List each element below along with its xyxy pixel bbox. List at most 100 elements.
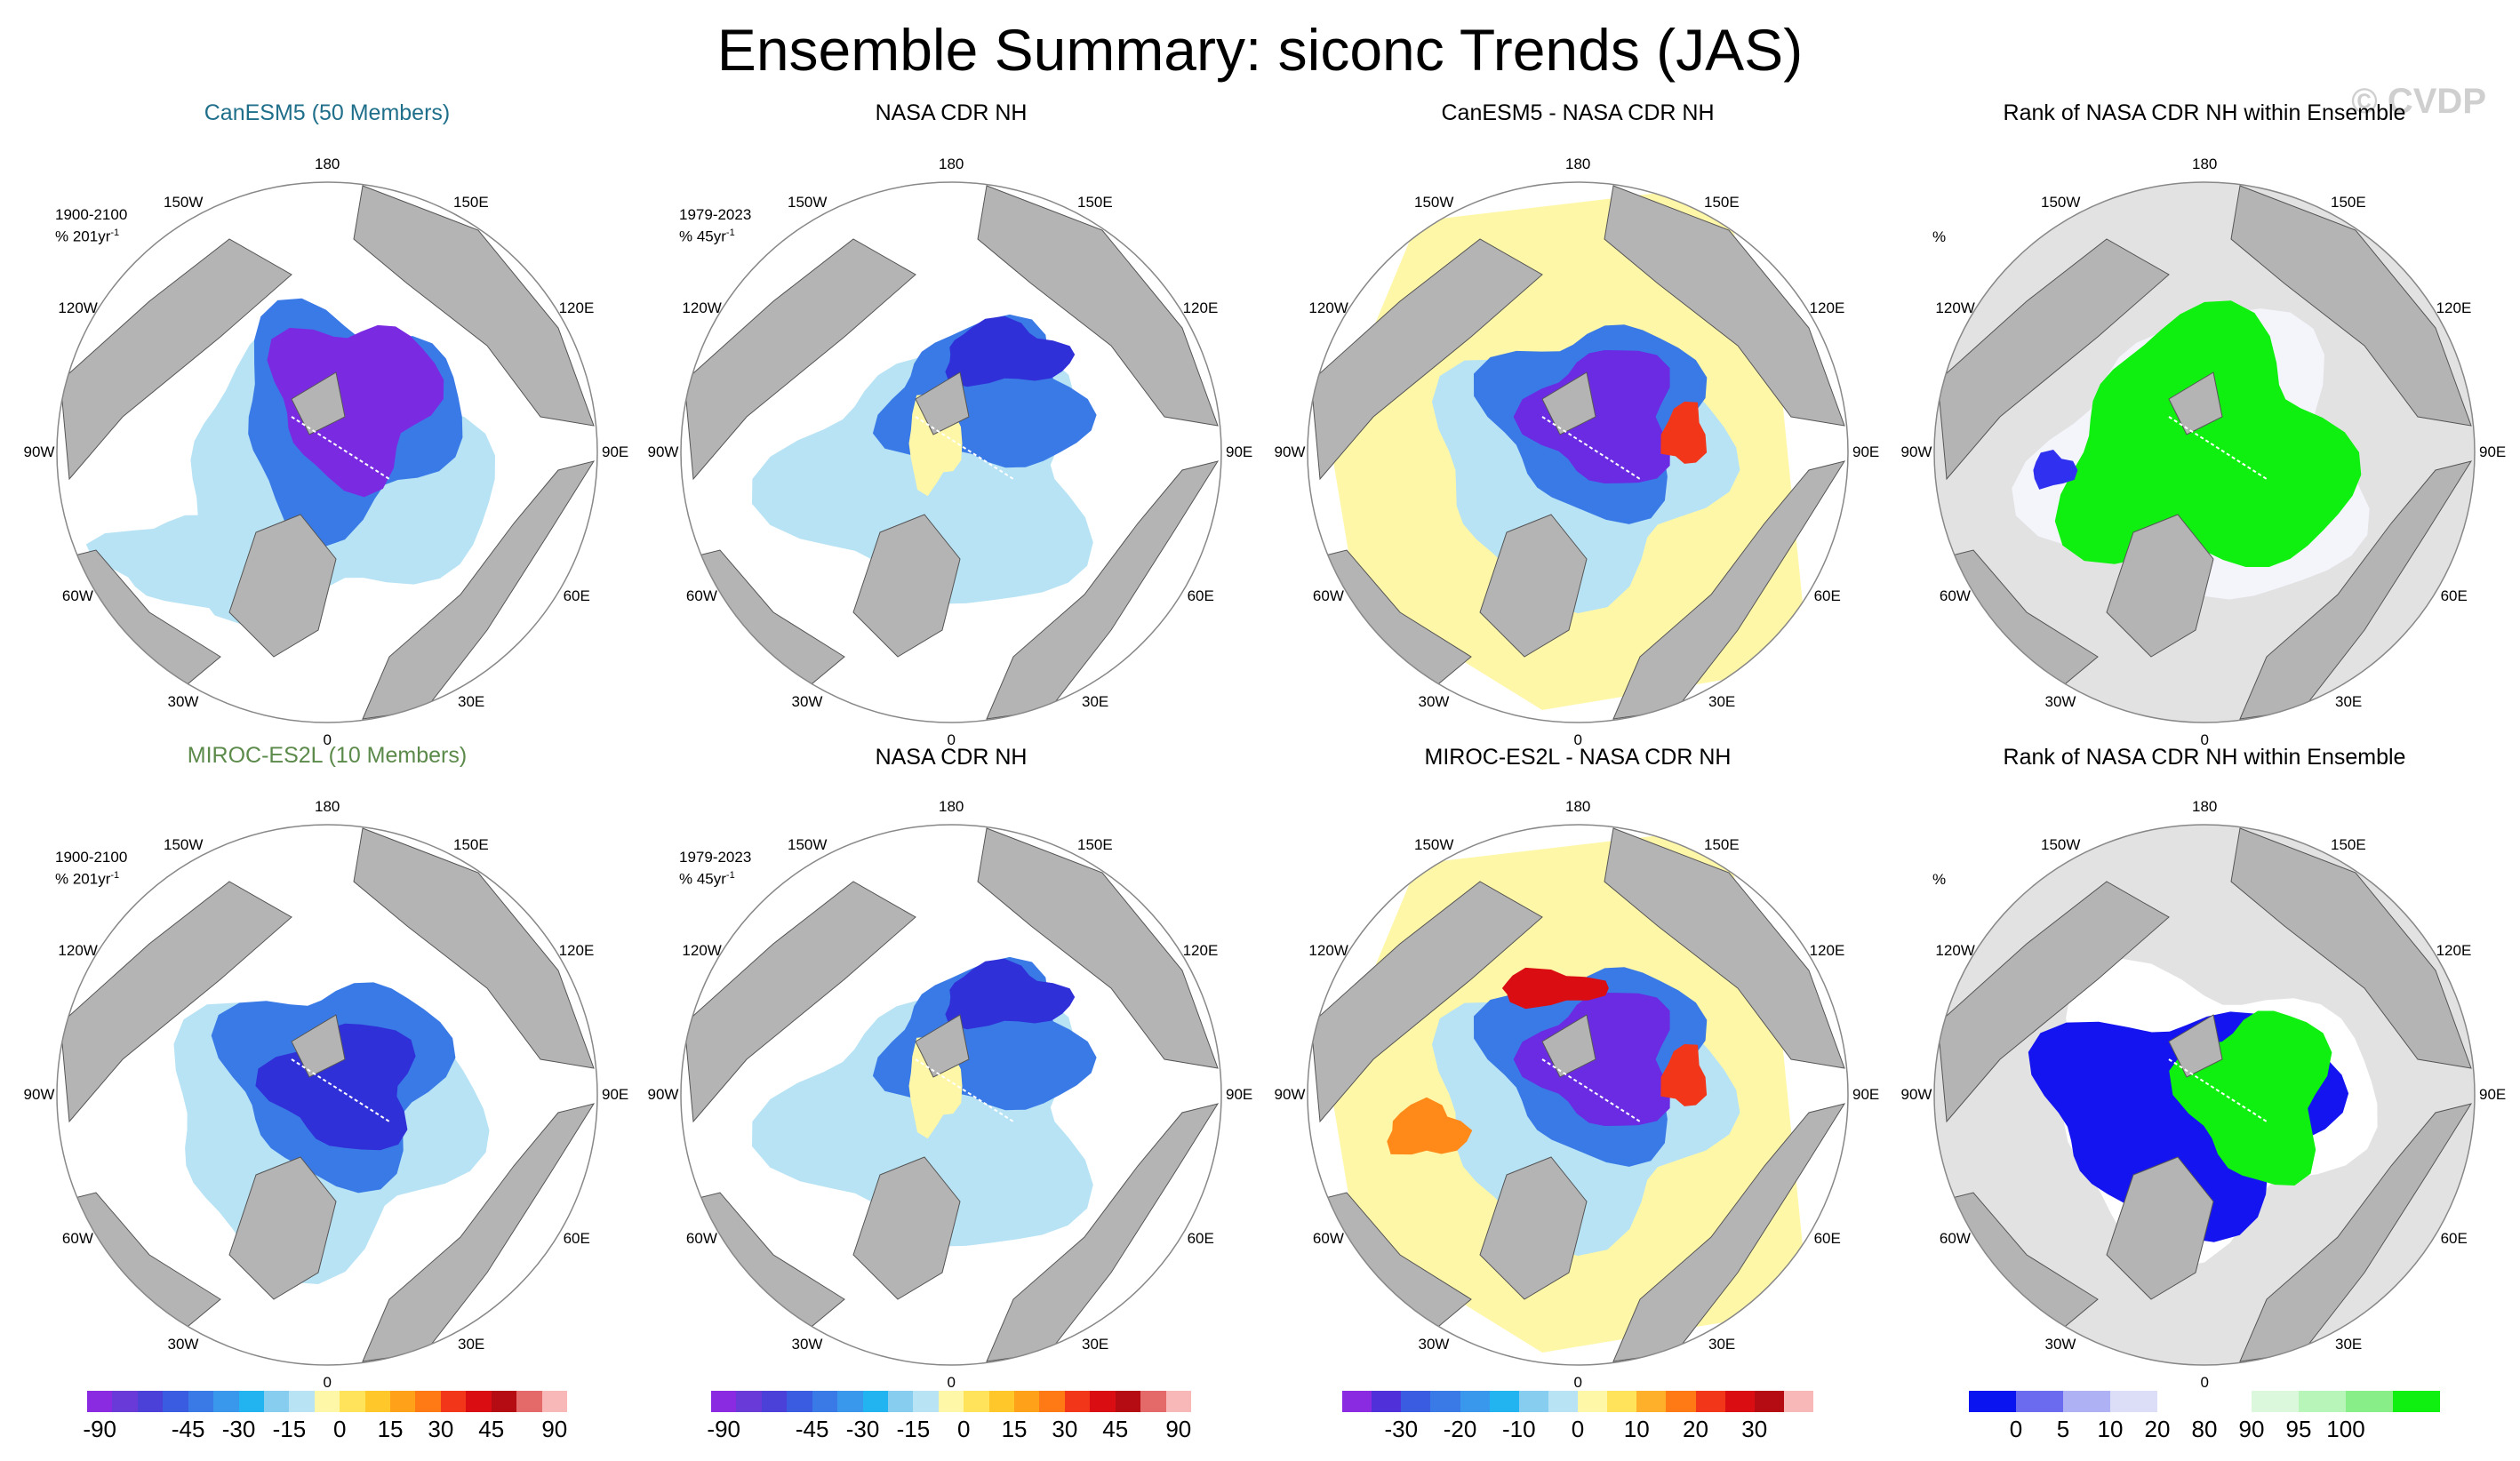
colorbar-swatch <box>314 1391 340 1412</box>
panel-title: MIROC-ES2L - NASA CDR NH <box>1424 745 1732 770</box>
period-range: 1900-2100 <box>55 849 128 866</box>
longitude-label: 30E <box>2335 692 2363 710</box>
map-content <box>1934 182 2475 723</box>
colorbar-tick-label: 5 <box>2056 1416 2070 1442</box>
transect-line <box>1541 416 1641 480</box>
colorbar-tick-label: -10 <box>1501 1416 1536 1442</box>
panel-units: % <box>1932 871 1947 888</box>
land-mass-3 <box>852 514 961 658</box>
land-mass-1 <box>977 185 1219 427</box>
colorbar-tick-label: 30 <box>1052 1416 1078 1442</box>
longitude-label: 150E <box>1077 836 1113 854</box>
colorbar-tick-label: 30 <box>428 1416 454 1442</box>
longitude-label: 150W <box>2041 836 2081 854</box>
panel-units: % <box>1932 228 1947 245</box>
colorbar-swatch <box>87 1391 113 1412</box>
transect-line <box>1541 1058 1641 1122</box>
longitude-label: 120E <box>2436 942 2472 959</box>
longitude-label: 150E <box>453 194 489 212</box>
longitude-label: 120E <box>558 299 595 316</box>
colorbar-swatch <box>2393 1391 2440 1412</box>
colorbar-swatch <box>112 1391 138 1412</box>
colorbar-swatch <box>1489 1391 1519 1412</box>
longitude-label: 120W <box>1935 942 1975 959</box>
longitude-label: 60W <box>685 1230 717 1247</box>
longitude-label: 0 <box>1573 1374 1582 1391</box>
longitude-label: 60W <box>1939 587 1971 604</box>
period-range: 1979-2023 <box>679 849 752 866</box>
longitude-label: 30E <box>458 1335 485 1353</box>
colorbar-tick-label: 10 <box>1623 1416 1650 1442</box>
longitude-label: 90W <box>1274 443 1306 460</box>
colorbar-swatch <box>1636 1391 1667 1412</box>
colorbar-swatch <box>1969 1391 2016 1412</box>
colorbar-swatch <box>711 1391 737 1412</box>
land-mass-5 <box>2168 371 2223 435</box>
longitude-label: 150W <box>788 836 828 854</box>
longitude-label: 90W <box>1274 1086 1306 1103</box>
land-mass-1 <box>1604 827 1845 1069</box>
panel-period: 1900-2100% 201yr-1 <box>55 205 127 246</box>
panel-period: 1900-2100% 201yr-1 <box>55 848 127 889</box>
longitude-label: 30W <box>1418 692 1450 710</box>
longitude-label: 60W <box>1939 1230 1971 1247</box>
land-mass-1 <box>2230 827 2472 1069</box>
land-mass-0 <box>60 238 292 481</box>
colorbar-tick-label: 30 <box>1741 1416 1768 1442</box>
longitude-label: 90E <box>1226 1086 1253 1103</box>
longitude-label: 120W <box>1308 942 1348 959</box>
map-content <box>684 185 1220 720</box>
trend-region-2 <box>945 315 1076 387</box>
longitude-label: 0 <box>947 1374 956 1391</box>
panel-title: NASA CDR NH <box>875 100 1028 125</box>
colorbar-swatch <box>188 1391 214 1412</box>
colorbar-tick-label: 10 <box>2097 1416 2124 1442</box>
colorbar-swatch <box>1754 1391 1784 1412</box>
period-units: % 201yr-1 <box>55 866 127 889</box>
colorbar-tick-label: 0 <box>956 1416 971 1442</box>
map-content <box>1934 825 2475 1365</box>
colorbar-tick-label: -45 <box>171 1416 205 1442</box>
period-range: 1900-2100 <box>55 206 128 223</box>
land-mass-5 <box>915 371 970 435</box>
colorbar-tick-label: 90 <box>2238 1416 2265 1442</box>
land-mass-2 <box>986 1103 1220 1362</box>
colorbar-swatch <box>988 1391 1015 1412</box>
units-exponent: -1 <box>110 870 120 881</box>
units-text: % 201yr <box>55 870 111 888</box>
colorbar-swatch <box>1342 1391 1372 1412</box>
colorbar-tick-label: 45 <box>478 1416 505 1442</box>
longitude-label: 30W <box>791 1335 823 1353</box>
colorbar-swatch <box>238 1391 264 1412</box>
map-boundary <box>1307 824 1849 1366</box>
longitude-label: 150W <box>1414 836 1454 854</box>
longitude-label: 30E <box>458 692 485 710</box>
land-mass-5 <box>291 1014 346 1078</box>
longitude-label: 120W <box>58 942 98 959</box>
trend-region-3 <box>85 515 268 609</box>
colorbar-swatch <box>1014 1391 1040 1412</box>
colorbar-tick-label: -20 <box>1443 1416 1477 1442</box>
land-mass-2 <box>2239 1103 2473 1362</box>
colorbar-swatch <box>1607 1391 1637 1412</box>
longitude-label: 90W <box>1900 443 1932 460</box>
colorbar-tick-label: -30 <box>845 1416 880 1442</box>
colorbar-swatch <box>2016 1391 2063 1412</box>
land-mass-5 <box>1541 371 1596 435</box>
longitude-label: 90E <box>602 1086 629 1103</box>
longitude-label: 150E <box>1704 194 1740 212</box>
colorbar-tick-label: -90 <box>83 1416 116 1442</box>
colorbar-swatch <box>1518 1391 1548 1412</box>
map-content <box>1310 827 1846 1362</box>
land-mass-5 <box>915 1014 970 1078</box>
longitude-label: 60E <box>2440 1230 2468 1247</box>
land-mass-0 <box>1937 881 2170 1123</box>
colorbar-swatch <box>213 1391 239 1412</box>
period-units: % 201yr-1 <box>55 224 127 246</box>
land-mass-1 <box>353 185 595 427</box>
land-mass-2 <box>362 460 596 720</box>
longitude-label: 120E <box>1182 942 1219 959</box>
polar-map <box>680 181 1222 723</box>
longitude-label: 150W <box>788 194 828 212</box>
period-units: % 45yr-1 <box>679 866 751 889</box>
